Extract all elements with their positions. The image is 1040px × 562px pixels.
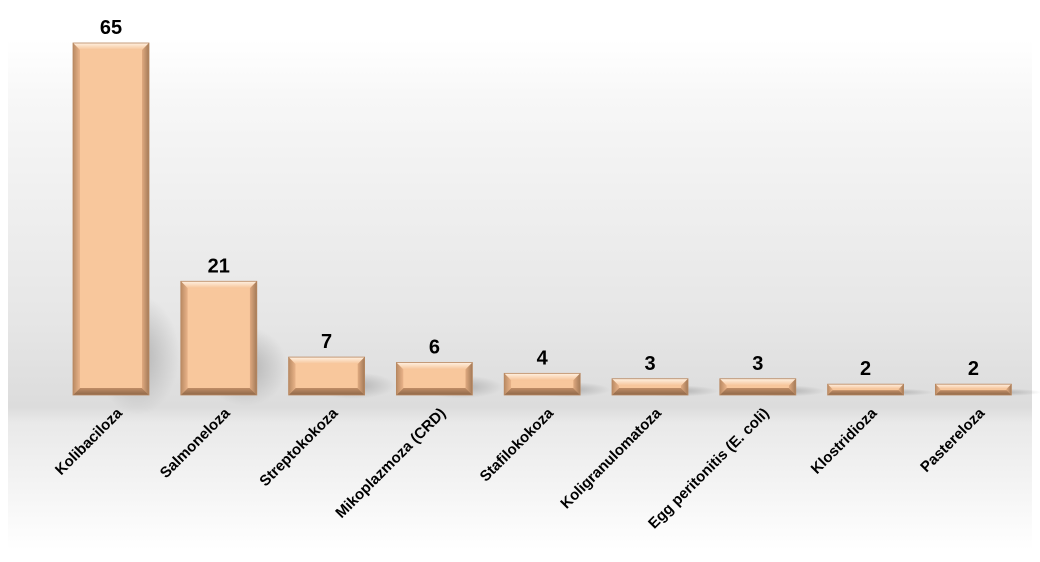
bar-streptokokoza [288, 356, 366, 396]
value-label-mikoplazmoza-crd: 6 [429, 337, 440, 359]
bar-salmoneloza [180, 280, 258, 396]
bar-egg-peritonitis-e-coli [719, 378, 797, 396]
bar-stafilokokoza [503, 372, 581, 396]
value-label-kolibaciloza: 65 [100, 17, 122, 39]
value-label-klostridioza: 2 [860, 358, 871, 380]
value-labels-layer: 65 21 7 6 4 3 3 2 2 [100, 17, 979, 380]
bar-klostridioza [827, 383, 904, 396]
bars-layer [72, 42, 1012, 396]
value-label-koligranulomatoza: 3 [644, 353, 655, 375]
plot-background [8, 40, 1032, 550]
value-label-pastereloza: 2 [968, 358, 979, 380]
bar-koligranulomatoza [611, 378, 689, 396]
value-label-streptokokoza: 7 [321, 331, 332, 353]
bar-pastereloza [935, 383, 1012, 396]
value-label-stafilokokoza: 4 [537, 347, 549, 369]
value-label-salmoneloza: 21 [208, 255, 230, 277]
value-label-egg-peritonitis-e-coli: 3 [752, 353, 763, 375]
bar-kolibaciloza [72, 42, 150, 396]
bar-mikoplazmoza-crd [395, 362, 473, 396]
